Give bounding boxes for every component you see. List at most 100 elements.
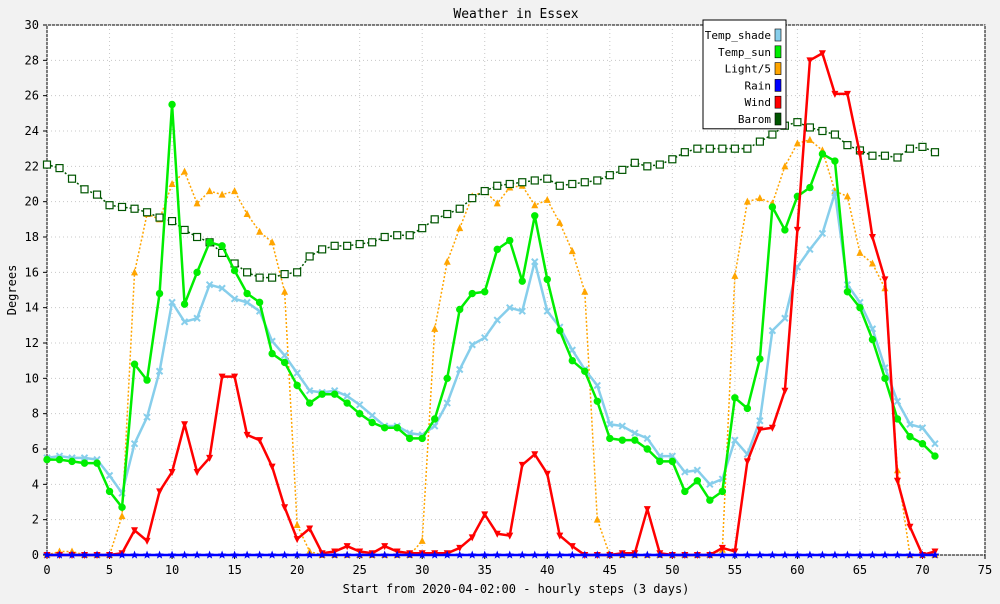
data-point-barom — [355, 239, 364, 249]
data-point-rain — [67, 550, 77, 559]
data-point-temp-sun — [193, 268, 201, 277]
data-point-light-5 — [218, 190, 226, 198]
data-point-temp-sun — [293, 381, 301, 390]
x-tick-label: 35 — [478, 563, 492, 577]
data-point-temp-sun — [493, 245, 501, 254]
data-point-barom — [243, 268, 252, 277]
data-point-barom — [568, 179, 577, 189]
data-point-temp-sun — [531, 212, 539, 220]
data-point-rain — [455, 550, 464, 559]
data-point-light-5 — [731, 271, 739, 279]
y-axis-label: Degrees — [5, 265, 19, 316]
data-point-rain — [818, 550, 827, 559]
data-point-barom — [405, 231, 414, 240]
data-point-temp-shade — [593, 381, 602, 390]
data-point-rain — [843, 550, 852, 559]
series-line-temp-shade — [46, 191, 936, 495]
data-point-temp-shade — [130, 439, 139, 448]
data-point-rain — [605, 550, 615, 559]
data-point-light-5 — [781, 162, 789, 170]
data-point-temp-shade — [168, 298, 176, 307]
data-point-wind — [568, 543, 576, 551]
data-point-barom — [455, 204, 464, 213]
data-point-rain — [530, 550, 540, 559]
x-tick-label: 65 — [853, 563, 867, 577]
data-point-rain — [618, 550, 627, 559]
x-axis-label: Start from 2020-04-02:00 - hourly steps … — [343, 582, 690, 596]
x-tick-label: 45 — [603, 563, 617, 577]
data-point-temp-sun — [556, 326, 564, 335]
legend-box — [702, 19, 787, 130]
data-point-temp-sun — [368, 418, 376, 427]
data-point-light-5 — [243, 210, 251, 218]
data-point-barom — [330, 241, 339, 250]
data-point-wind — [181, 421, 189, 429]
data-point-rain — [793, 550, 802, 559]
y-tick-label: 6 — [32, 442, 39, 456]
data-point-temp-sun — [518, 277, 526, 285]
data-point-wind — [543, 470, 551, 478]
data-point-wind — [756, 426, 764, 434]
data-point-wind — [156, 488, 164, 496]
data-point-light-5 — [568, 247, 576, 255]
data-point-wind — [768, 424, 776, 432]
data-point-rain — [905, 550, 915, 559]
data-point-rain — [868, 550, 877, 559]
data-point-barom — [618, 165, 627, 174]
y-tick-label: 12 — [25, 336, 39, 350]
data-point-rain — [555, 550, 565, 559]
data-point-rain — [580, 550, 590, 559]
data-point-temp-shade — [155, 367, 164, 375]
data-point-light-5 — [868, 259, 876, 267]
data-point-rain — [568, 550, 577, 559]
data-point-barom — [192, 232, 202, 242]
data-point-rain — [342, 550, 352, 559]
data-point-rain — [467, 550, 477, 559]
data-point-barom — [893, 153, 902, 162]
data-point-barom — [493, 181, 502, 190]
data-point-light-5 — [256, 227, 264, 235]
data-point-temp-shade — [631, 429, 639, 437]
x-tick-label: 55 — [728, 563, 742, 577]
data-point-temp-sun — [893, 415, 902, 423]
grid-lines — [46, 24, 986, 556]
data-point-light-5 — [493, 199, 501, 207]
legend-swatch-temp-shade — [774, 28, 782, 42]
y-tick-label: 26 — [25, 89, 39, 103]
data-point-barom — [768, 130, 777, 139]
data-point-barom — [918, 142, 927, 151]
data-point-rain — [255, 550, 264, 559]
data-point-rain — [92, 550, 102, 559]
data-point-barom — [142, 208, 152, 217]
data-point-temp-sun — [80, 459, 89, 467]
data-point-light-5 — [293, 520, 301, 528]
data-point-barom — [580, 178, 589, 187]
data-point-wind — [831, 90, 839, 98]
y-tick-label: 24 — [25, 124, 39, 138]
data-point-temp-shade — [230, 295, 239, 303]
data-point-temp-sun — [118, 503, 126, 511]
x-tick-label: 70 — [915, 563, 929, 577]
data-point-rain — [242, 550, 252, 559]
data-point-rain — [105, 550, 114, 559]
data-point-barom — [280, 270, 289, 279]
data-point-temp-shade — [756, 417, 764, 425]
legend-label-wind: Wind — [745, 96, 772, 109]
data-point-barom — [930, 148, 940, 157]
data-point-rain — [330, 550, 339, 559]
data-point-temp-sun — [543, 275, 551, 284]
data-point-barom — [518, 178, 527, 187]
data-point-light-5 — [593, 515, 601, 523]
data-point-temp-shade — [806, 245, 814, 254]
data-point-temp-sun — [43, 455, 51, 464]
data-point-light-5 — [843, 192, 851, 200]
data-point-barom — [180, 225, 189, 235]
data-point-barom — [743, 144, 752, 153]
data-point-temp-sun — [168, 100, 176, 109]
data-point-temp-shade — [80, 454, 89, 462]
data-point-rain — [55, 550, 64, 559]
data-point-wind — [531, 451, 539, 459]
y-tick-label: 22 — [25, 159, 39, 173]
data-point-temp-shade — [343, 392, 351, 400]
data-point-temp-shade — [618, 422, 627, 430]
